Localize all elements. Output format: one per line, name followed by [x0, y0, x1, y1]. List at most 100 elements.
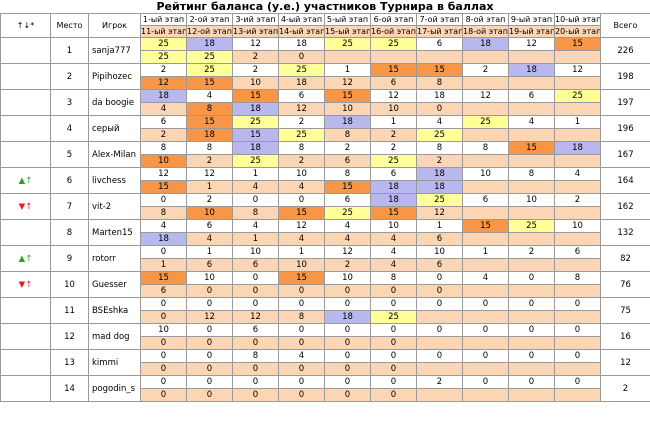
player-cell: BSEshka	[88, 297, 141, 324]
score-cell: 25	[324, 206, 371, 220]
stage-header: 15-ый этап	[324, 25, 371, 38]
score-cell: 12	[416, 206, 463, 220]
score-cell: 2	[278, 154, 325, 168]
score-cell: 15	[140, 180, 187, 194]
score-cell: 10	[554, 219, 601, 233]
score-cell	[508, 232, 555, 246]
score-cell: 2	[324, 258, 371, 272]
total-cell: 12	[600, 349, 650, 376]
score-cell: 18	[232, 141, 279, 155]
score-cell: 4	[462, 271, 509, 285]
table-row: 4 8 18 12 10 10 0	[1, 102, 650, 116]
score-cell: 2	[370, 128, 417, 142]
score-cell	[462, 154, 509, 168]
score-cell: 0	[278, 193, 325, 207]
player-cell: Pipihozec	[88, 63, 141, 90]
table-row: 1 6 6 10 2 4 6	[1, 258, 650, 272]
score-cell: 18	[140, 232, 187, 246]
score-cell: 0	[324, 375, 371, 389]
score-cell: 0	[324, 284, 371, 298]
score-cell: 0	[232, 375, 279, 389]
score-cell	[508, 180, 555, 194]
score-cell: 25	[416, 128, 463, 142]
total-cell: 167	[600, 141, 650, 168]
score-cell: 12	[278, 102, 325, 116]
score-cell: 0	[278, 323, 325, 337]
score-cell: 15	[370, 63, 417, 77]
score-cell: 0	[232, 271, 279, 285]
total-cell: 82	[600, 245, 650, 272]
header-cell: ↑↓*	[0, 13, 51, 38]
score-cell: 0	[140, 297, 187, 311]
header-cell: Место	[50, 13, 89, 38]
score-cell	[416, 310, 463, 324]
score-cell: 0	[278, 388, 325, 402]
score-cell: 15	[232, 128, 279, 142]
score-cell: 1	[232, 167, 279, 181]
score-cell: 8	[462, 141, 509, 155]
score-cell	[462, 336, 509, 350]
score-cell: 15	[508, 141, 555, 155]
score-cell: 2	[140, 128, 187, 142]
score-cell: 0	[140, 375, 187, 389]
score-cell: 0	[140, 245, 187, 259]
trend-cell	[0, 349, 51, 376]
player-cell: Alex-Milan	[88, 141, 141, 168]
table-row: ↑↓* Место Игрок 1-ый этап 2-ой этап 3-ий этап…	[0, 13, 650, 38]
score-cell: 8	[186, 141, 233, 155]
score-cell: 10	[232, 245, 279, 259]
score-cell: 15	[278, 271, 325, 285]
score-cell: 2	[186, 154, 233, 168]
score-cell: 18	[186, 128, 233, 142]
score-cell: 0	[554, 297, 601, 311]
score-cell: 1	[554, 115, 601, 129]
trend-cell: ▼↑	[0, 193, 51, 220]
score-cell: 0	[508, 297, 555, 311]
score-cell	[508, 310, 555, 324]
total-cell: 16	[600, 323, 650, 350]
score-cell: 6	[416, 258, 463, 272]
score-cell: 1	[140, 258, 187, 272]
score-cell: 18	[416, 167, 463, 181]
score-cell: 0	[232, 362, 279, 376]
score-cell: 0	[186, 349, 233, 363]
score-cell	[508, 284, 555, 298]
place-cell: 1	[50, 37, 89, 64]
score-cell: 10	[370, 219, 417, 233]
stage-header: 14-ый этап	[278, 25, 325, 38]
score-cell: 0	[186, 336, 233, 350]
score-cell: 4	[278, 232, 325, 246]
score-cell: 0	[370, 336, 417, 350]
score-cell: 0	[370, 388, 417, 402]
score-cell: 8	[508, 167, 555, 181]
table-row: 11 BSEshka 0 0 0 0 0 0 0 0 0 0 75	[0, 297, 650, 324]
table-row: ▲↑ 6 livchess 12 12 1 10 8 6 18 10 8 4 164	[0, 167, 650, 194]
score-cell: 10	[370, 102, 417, 116]
score-cell: 0	[324, 297, 371, 311]
score-cell: 0	[554, 323, 601, 337]
score-cell: 25	[462, 115, 509, 129]
table-row: 18 4 1 4 4 4 6	[1, 232, 650, 246]
score-cell: 15	[232, 89, 279, 103]
score-cell: 0	[554, 375, 601, 389]
table-row: ▼↑ 7 vit-2 0 2 0 0 6 18 25 6 10 2 162	[0, 193, 650, 220]
score-cell: 1	[186, 180, 233, 194]
score-cell: 2	[462, 63, 509, 77]
score-cell: 0	[508, 349, 555, 363]
score-cell: 0	[416, 284, 463, 298]
score-cell: 12	[508, 37, 555, 51]
score-cell: 10	[462, 167, 509, 181]
score-cell: 8	[554, 271, 601, 285]
score-cell	[508, 258, 555, 272]
score-cell: 4	[232, 180, 279, 194]
score-cell: 2	[508, 245, 555, 259]
trend-cell: ▲↑	[0, 167, 51, 194]
score-cell: 18	[278, 76, 325, 90]
player-cell: kimmi	[88, 349, 141, 376]
score-cell: 25	[186, 50, 233, 64]
score-cell: 18	[324, 310, 371, 324]
total-cell: 76	[600, 271, 650, 298]
place-cell: 13	[50, 349, 89, 376]
